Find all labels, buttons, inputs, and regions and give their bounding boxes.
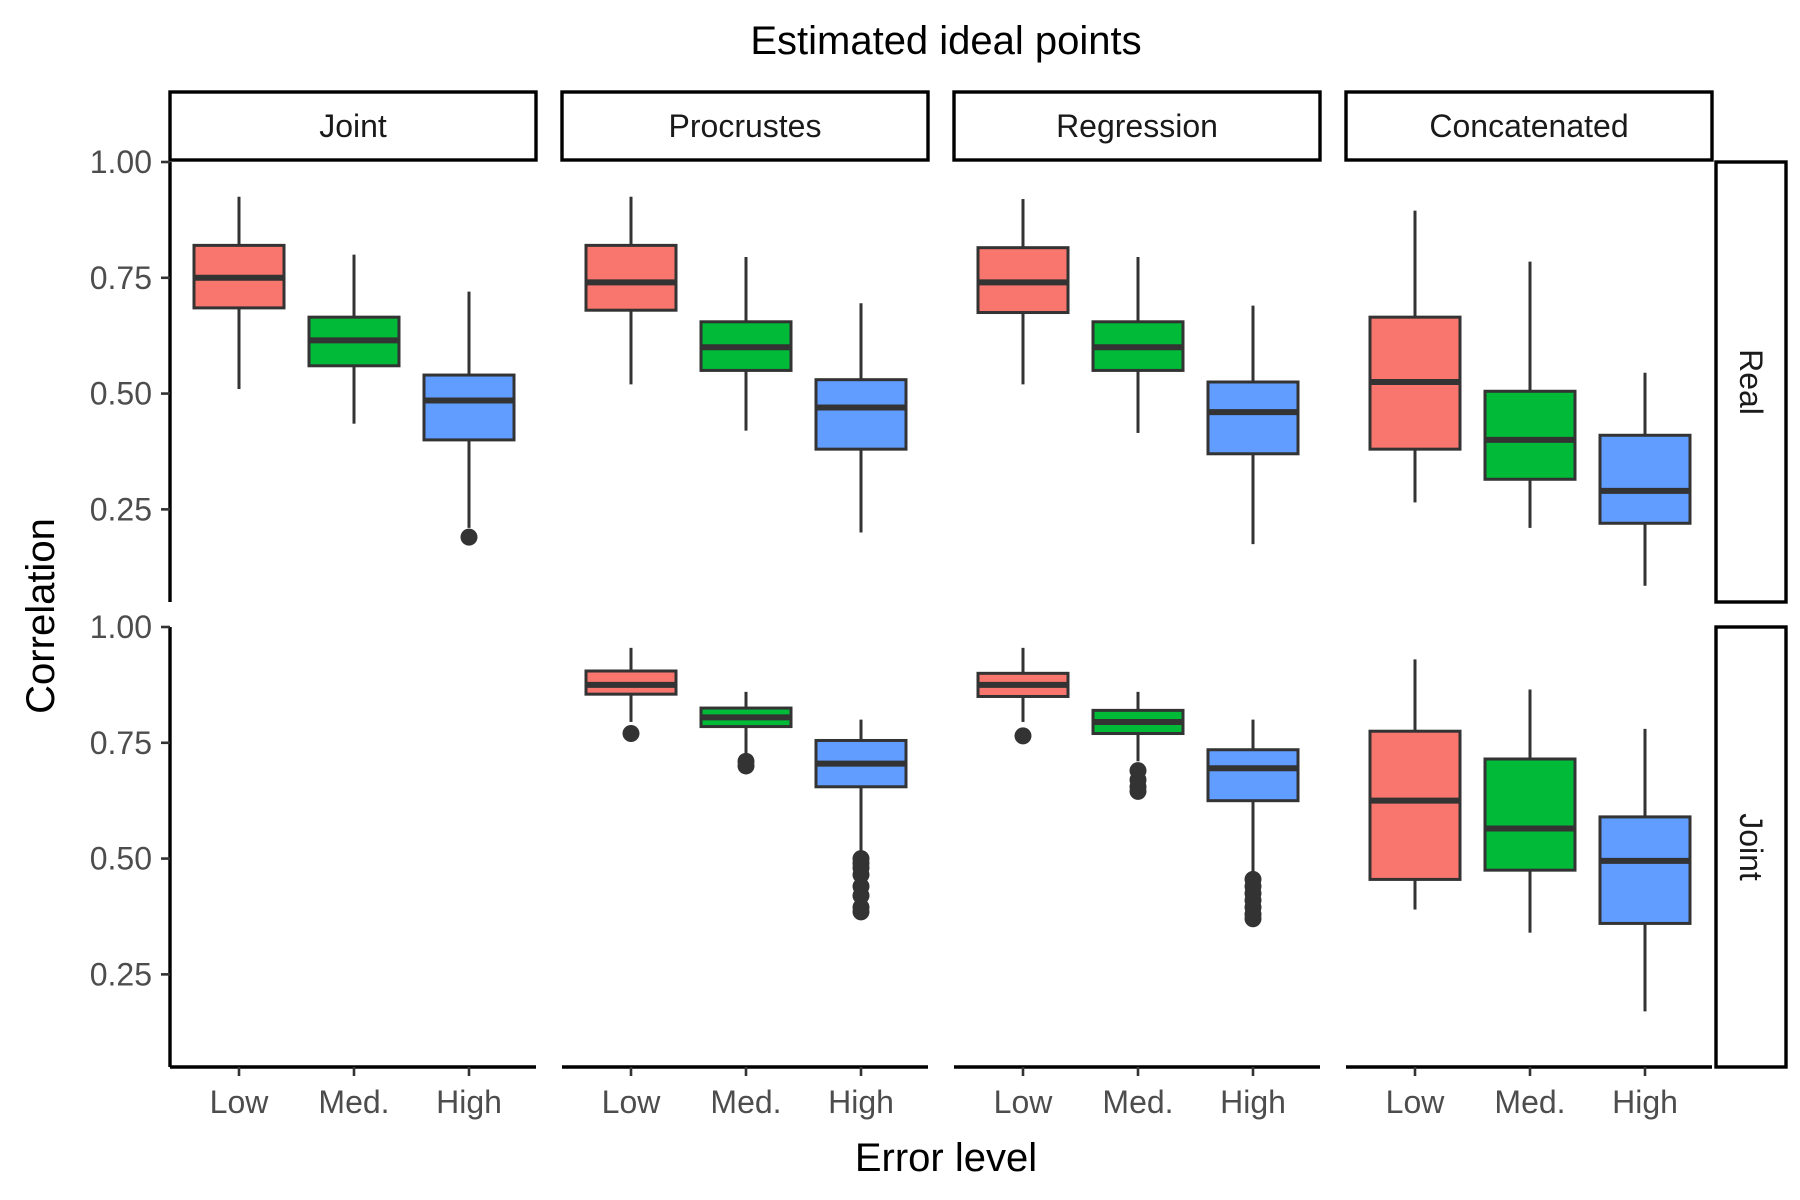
x-tick-label-concatenated: Med. [1494,1084,1565,1120]
row-strip-label-real: Real [1733,349,1769,415]
row-strip-real [1714,160,1788,604]
x-tick-label-procrustes: High [828,1084,894,1120]
chart-title: Estimated ideal points [750,19,1141,63]
box-joint-regression-med-outlier [1129,782,1147,800]
box-real-procrustes-low [584,243,678,312]
y-tick-label-real: 0.75 [90,260,152,296]
panel-joint-concatenated [1368,659,1692,1012]
box-joint-procrustes-low-outlier [622,725,640,743]
column-strip-label-procrustes: Procrustes [669,108,822,144]
y-tick-label-joint: 0.25 [90,956,152,992]
y-tick-label-joint: 1.00 [90,609,152,645]
x-tick-label-regression: High [1220,1084,1286,1120]
box-real-concatenated-med [1483,389,1577,481]
box-real-procrustes-high [814,378,908,451]
panel-real-regression [976,199,1300,545]
box-joint-regression-high-outlier [1244,910,1262,928]
box-joint-concatenated-high [1598,815,1692,925]
x-tick-label-joint: Low [210,1084,270,1120]
panel-joint-procrustes [584,647,908,921]
column-strip-regression [952,90,1322,162]
box-real-regression-high [1206,380,1300,456]
box-joint-procrustes-med-outlier [737,757,755,775]
panel-real-procrustes [584,196,908,533]
box-joint-concatenated-med [1483,757,1577,872]
column-strip-concatenated [1344,90,1714,162]
column-strip-label-concatenated: Concatenated [1429,108,1628,144]
x-tick-label-procrustes: Med. [710,1084,781,1120]
y-tick-label-joint: 0.50 [90,841,152,877]
box-real-concatenated-high [1598,433,1692,525]
x-tick-label-joint: Med. [318,1084,389,1120]
box-joint-regression-low-outlier [1014,727,1032,745]
box-joint-procrustes-high-outlier [852,903,870,921]
y-tick-label-joint: 0.75 [90,725,152,761]
y-axis-title: Correlation [19,518,63,714]
x-tick-label-concatenated: High [1612,1084,1678,1120]
box-real-joint-high-outlier [460,528,478,546]
panel-real-concatenated [1368,210,1692,586]
y-tick-label-real: 1.00 [90,144,152,180]
box-joint-regression-high [1206,748,1300,803]
x-tick-label-procrustes: Low [602,1084,662,1120]
x-tick-label-regression: Low [994,1084,1054,1120]
column-strip-joint [168,90,538,162]
plot-area: Joint Procrustes Regression Concatenated Rea… [90,90,1788,1120]
column-strip-label-joint: Joint [319,108,387,144]
y-tick-label-real: 0.25 [90,491,152,527]
x-tick-label-regression: Med. [1102,1084,1173,1120]
column-strip-procrustes [560,90,930,162]
x-tick-label-joint: High [436,1084,502,1120]
x-tick-label-concatenated: Low [1386,1084,1446,1120]
row-strip-joint [1714,625,1788,1069]
x-axis-title: Error level [855,1136,1037,1180]
row-strip-label-joint: Joint [1733,813,1769,881]
column-strip-label-regression: Regression [1056,108,1218,144]
box-joint-concatenated-low [1368,729,1462,881]
y-tick-label-real: 0.50 [90,376,152,412]
panel-joint-regression [976,647,1300,928]
panel-real-joint [192,196,516,546]
box-real-joint-high [422,373,516,442]
